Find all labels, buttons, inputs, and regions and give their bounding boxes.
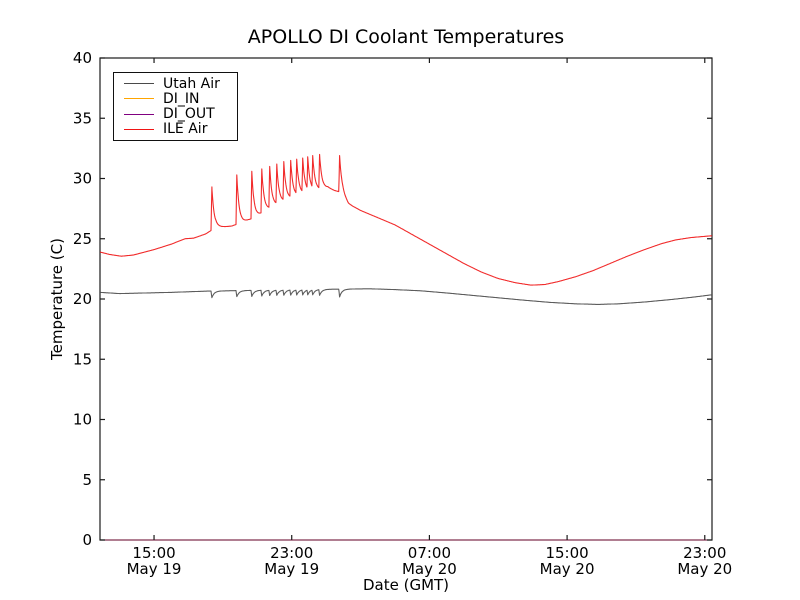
legend-label: Utah Air — [163, 75, 220, 92]
y-tick-label: 20 — [73, 290, 92, 308]
legend-label: DI_IN — [163, 90, 200, 107]
legend-item-ile-air: ILE Air — [114, 121, 237, 138]
legend-item-di-out: DI_OUT — [114, 106, 237, 123]
legend-line-swatch — [124, 128, 154, 130]
legend-line-swatch — [124, 83, 154, 85]
y-tick-label: 10 — [73, 411, 92, 429]
x-tick-date-label: May 20 — [402, 560, 457, 578]
chart-title: APOLLO DI Coolant Temperatures — [247, 26, 565, 48]
x-tick-time-label: 15:00 — [545, 544, 588, 562]
legend-label: DI_OUT — [163, 106, 215, 123]
y-tick-label: 40 — [73, 49, 92, 67]
x-tick-date-label: May 20 — [540, 560, 595, 578]
y-tick-label: 0 — [82, 531, 92, 549]
x-tick-date-label: May 19 — [127, 560, 182, 578]
x-tick-time-label: 23:00 — [683, 544, 726, 562]
series-line-ile-air — [99, 153, 713, 286]
y-tick-label: 25 — [73, 230, 92, 248]
x-tick-time-label: 07:00 — [408, 544, 451, 562]
legend-label: ILE Air — [163, 121, 208, 138]
legend-item-utah-air: Utah Air — [114, 75, 237, 92]
legend: Utah Air DI_IN DI_OUT ILE Air — [113, 72, 238, 141]
legend-line-swatch — [124, 98, 154, 100]
x-tick-time-label: 23:00 — [270, 544, 313, 562]
series-line-utah-air — [99, 288, 713, 305]
legend-item-di-in: DI_IN — [114, 90, 237, 107]
y-tick-label: 35 — [73, 109, 92, 127]
y-tick-label: 15 — [73, 350, 92, 368]
y-tick-label: 5 — [82, 471, 92, 489]
x-tick-date-label: May 20 — [677, 560, 732, 578]
x-axis-label: Date (GMT) — [362, 576, 450, 594]
x-tick-date-label: May 19 — [264, 560, 319, 578]
x-tick-time-label: 15:00 — [132, 544, 175, 562]
y-tick-label: 30 — [73, 170, 92, 188]
legend-line-swatch — [124, 113, 154, 115]
